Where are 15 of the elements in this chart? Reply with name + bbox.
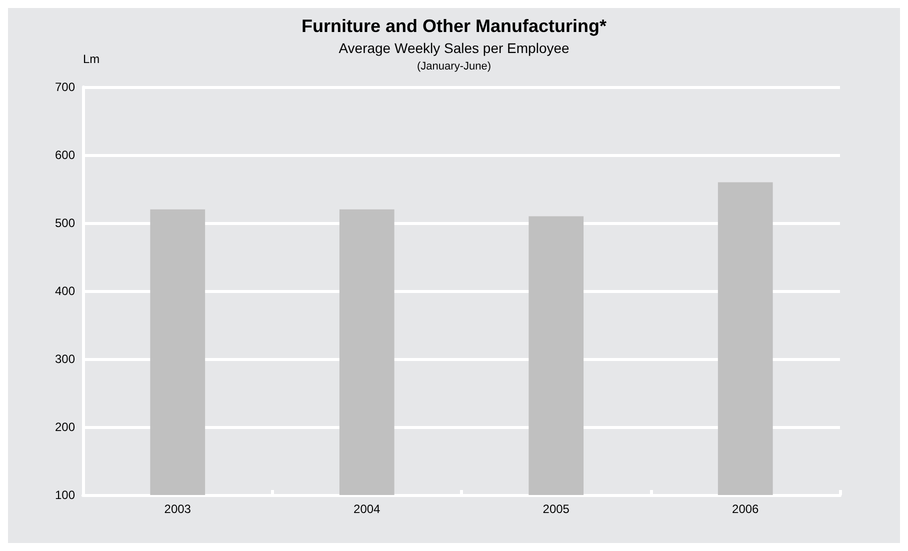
x-tick-label: 2003 — [164, 502, 192, 516]
y-tick-label: 400 — [54, 284, 76, 298]
x-tick-label: 2005 — [542, 502, 570, 516]
x-tick-label: 2006 — [732, 502, 760, 516]
y-axis-title: Lm — [83, 52, 100, 66]
y-tick-label: 600 — [54, 148, 76, 162]
y-tick-label: 300 — [54, 352, 76, 366]
text: (January-June) — [417, 60, 491, 72]
y-tick-label: 700 — [54, 80, 76, 94]
y-tick-label: 500 — [54, 216, 76, 230]
chart-title: Furniture and Other Manufacturing* — [301, 16, 607, 36]
x-tick-label: 2004 — [354, 502, 381, 516]
chart-subtitle: Average Weekly Sales per Employee — [338, 40, 570, 56]
y-tick-label: 100 — [54, 488, 76, 502]
y-tick-label: 200 — [54, 420, 76, 434]
